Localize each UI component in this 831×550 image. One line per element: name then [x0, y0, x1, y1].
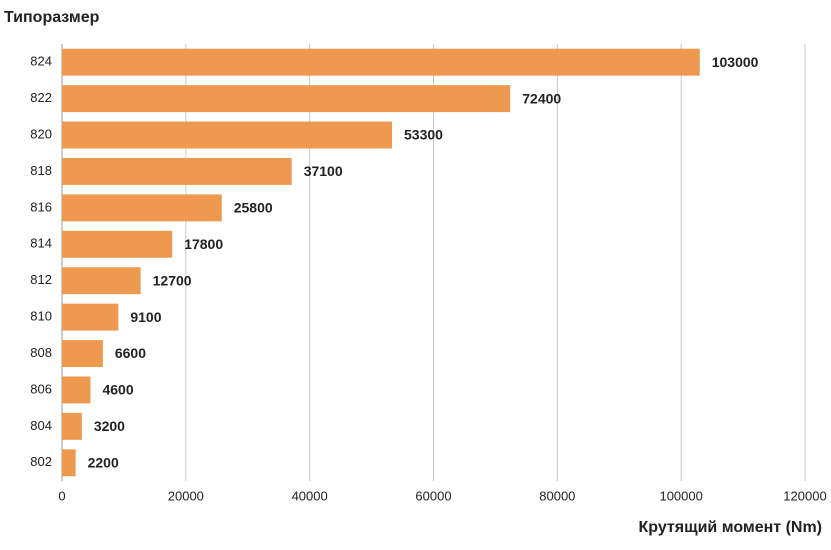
value-label: 9100 — [130, 309, 161, 325]
value-label: 37100 — [304, 163, 343, 179]
value-label: 72400 — [522, 90, 561, 106]
bar — [62, 340, 103, 368]
value-label: 53300 — [404, 127, 443, 143]
value-label: 6600 — [115, 345, 146, 361]
y-tick-label: 802 — [30, 454, 52, 469]
value-label: 17800 — [184, 236, 223, 252]
value-label: 12700 — [153, 272, 192, 288]
bar — [62, 230, 173, 258]
x-tick-label: 80000 — [539, 488, 575, 503]
value-label: 3200 — [94, 418, 125, 434]
x-tick-label: 120000 — [783, 488, 826, 503]
y-tick-label: 814 — [30, 236, 52, 251]
value-label: 25800 — [234, 200, 273, 216]
x-tick-label: 20000 — [168, 488, 204, 503]
x-tick-label: 0 — [58, 488, 65, 503]
y-tick-label: 818 — [30, 163, 52, 178]
x-tick-label: 60000 — [415, 488, 451, 503]
y-tick-label: 808 — [30, 345, 52, 360]
bar — [62, 412, 82, 440]
bar — [62, 48, 700, 76]
value-label: 4600 — [102, 382, 133, 398]
bar — [62, 303, 119, 331]
y-tick-label: 816 — [30, 199, 52, 214]
value-label: 103000 — [712, 54, 759, 70]
value-label: 2200 — [88, 454, 119, 470]
y-tick-label: 812 — [30, 272, 52, 287]
bar — [62, 85, 511, 113]
x-tick-label: 40000 — [292, 488, 328, 503]
y-tick-label: 820 — [30, 126, 52, 141]
y-tick-label: 824 — [30, 54, 52, 69]
bar — [62, 449, 76, 477]
x-axis-title: Крутящий момент (Nm) — [638, 519, 822, 536]
bar — [62, 376, 91, 404]
y-tick-label: 806 — [30, 381, 52, 396]
bar — [62, 121, 393, 149]
bar — [62, 267, 141, 295]
y-tick-label: 822 — [30, 90, 52, 105]
y-tick-label: 810 — [30, 309, 52, 324]
bar — [62, 157, 292, 185]
x-tick-label: 100000 — [659, 488, 702, 503]
bar — [62, 194, 222, 222]
y-axis-title: Типоразмер — [4, 9, 100, 26]
y-tick-label: 804 — [30, 418, 52, 433]
